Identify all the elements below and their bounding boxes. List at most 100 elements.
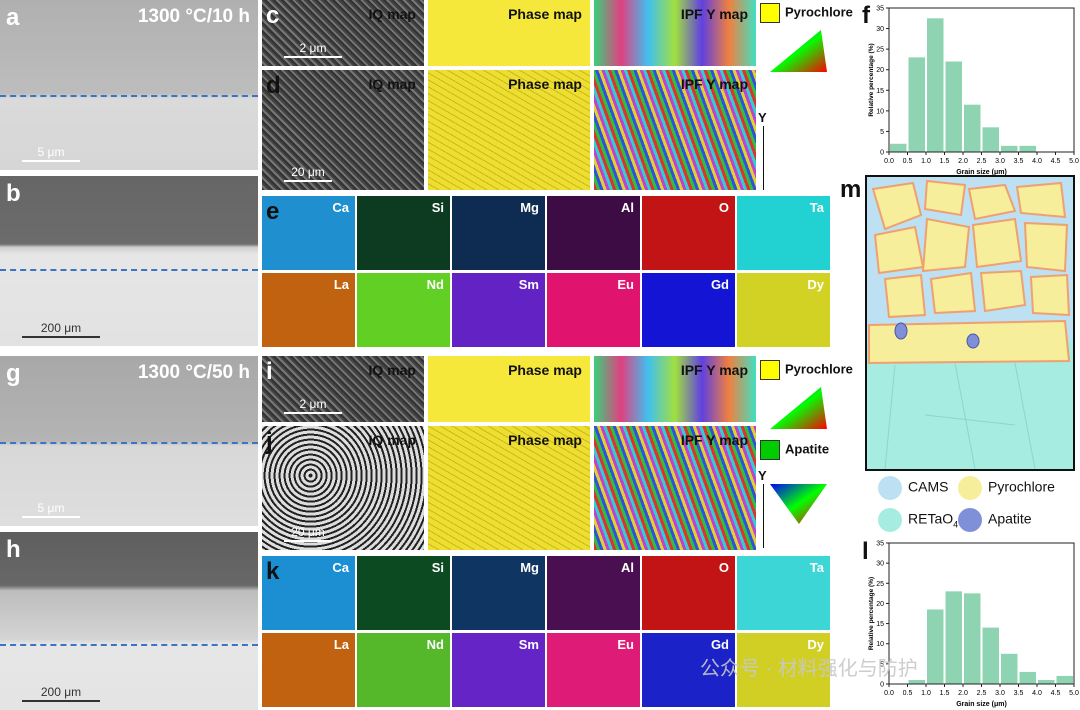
x-tick-label: 0.0 bbox=[884, 158, 894, 165]
element-label: Sm bbox=[518, 277, 539, 292]
bar bbox=[1038, 679, 1055, 684]
panel-label: f bbox=[862, 2, 870, 29]
y-tick-label: 0 bbox=[880, 150, 884, 157]
y-axis-label: Relative percentage (%) bbox=[868, 577, 875, 650]
panel-label: i bbox=[266, 358, 273, 385]
ipf-key bbox=[770, 30, 827, 72]
y-tick-label: 35 bbox=[876, 541, 884, 548]
scale-bar: 5 μm bbox=[22, 501, 80, 518]
x-tick-label: 0.0 bbox=[884, 690, 894, 697]
y-tick-label: 35 bbox=[876, 6, 884, 13]
bar bbox=[908, 57, 925, 152]
element-label: Sm bbox=[518, 637, 539, 652]
element-label: Eu bbox=[617, 277, 634, 292]
scale-bar: 5 μm bbox=[22, 145, 80, 162]
panel-label: b bbox=[6, 180, 21, 207]
eds-tile: Mg bbox=[452, 556, 545, 630]
bar bbox=[890, 143, 907, 152]
legend-swatch bbox=[878, 476, 902, 500]
sem-panel: b 200 μm bbox=[0, 176, 258, 346]
bar bbox=[982, 127, 999, 152]
bar bbox=[964, 593, 981, 684]
eds-tile: La bbox=[262, 633, 355, 707]
eds-tile: Mg bbox=[452, 196, 545, 270]
y-tick-label: 10 bbox=[876, 108, 884, 115]
bar bbox=[1001, 653, 1018, 684]
eds-tile: Ta bbox=[737, 556, 830, 630]
x-tick-label: 3.0 bbox=[995, 690, 1005, 697]
element-label: La bbox=[333, 277, 349, 292]
legend-item: RETaO4 bbox=[878, 508, 958, 532]
eds-tile: La bbox=[262, 273, 355, 347]
eds-tile: Eu bbox=[547, 633, 640, 707]
x-tick-label: 5.0 bbox=[1069, 158, 1079, 165]
legend-swatch bbox=[878, 508, 902, 532]
element-label: Si bbox=[431, 560, 444, 575]
x-tick-label: 1.0 bbox=[921, 158, 931, 165]
panel-label: e bbox=[266, 198, 280, 225]
x-tick-label: 2.0 bbox=[958, 690, 968, 697]
ebsd-map: IQ map j 20 μm bbox=[262, 426, 424, 550]
legend-subscript: 4 bbox=[953, 519, 959, 530]
x-tick-label: 4.0 bbox=[1032, 690, 1042, 697]
legend-item: Apatite bbox=[760, 440, 829, 460]
element-label: Dy bbox=[807, 277, 824, 292]
legend-swatch bbox=[958, 476, 982, 500]
bar bbox=[1056, 675, 1073, 684]
eds-tile: Gd bbox=[642, 273, 735, 347]
element-label: Eu bbox=[617, 637, 634, 652]
x-tick-label: 0.5 bbox=[903, 690, 913, 697]
element-label: Ta bbox=[809, 200, 824, 215]
eds-tile: Ca bbox=[262, 196, 355, 270]
legend-label: RETaO bbox=[908, 510, 954, 527]
map-title: IQ map bbox=[368, 76, 416, 92]
eds-tile: Al bbox=[547, 196, 640, 270]
x-axis-label: Grain size (μm) bbox=[956, 169, 1007, 176]
legend-item: Pyrochlore bbox=[760, 360, 853, 380]
panel-label: g bbox=[6, 360, 21, 387]
eds-tile: Si bbox=[357, 556, 450, 630]
x-tick-label: 1.5 bbox=[940, 158, 950, 165]
y-tick-label: 10 bbox=[876, 641, 884, 648]
ebsd-map: Phase map bbox=[428, 0, 590, 66]
ebsd-map: IPF Y map bbox=[594, 70, 756, 190]
panel-label: m bbox=[840, 176, 862, 203]
x-tick-label: 2.0 bbox=[958, 158, 968, 165]
map-title: IPF Y map bbox=[680, 362, 748, 378]
legend-swatch bbox=[760, 3, 780, 23]
ebsd-map: IQ map i 2 μm bbox=[262, 356, 424, 422]
ebsd-map: IQ map c 2 μm bbox=[262, 0, 424, 66]
eds-tile: Sm bbox=[452, 633, 545, 707]
map-title: Phase map bbox=[508, 6, 582, 22]
x-tick-label: 3.5 bbox=[1014, 690, 1024, 697]
eds-tile: O bbox=[642, 196, 735, 270]
element-label: La bbox=[333, 637, 349, 652]
ebsd-map: IPF Y map bbox=[594, 426, 756, 550]
sem-panel: h 200 μm bbox=[0, 532, 258, 710]
y-tick-label: 5 bbox=[880, 129, 884, 136]
legend-item: Pyrochlore bbox=[760, 3, 853, 23]
element-label: Mg bbox=[520, 200, 539, 215]
ebsd-map: Phase map bbox=[428, 426, 590, 550]
panel-label: k bbox=[266, 558, 280, 585]
axis-arrow bbox=[763, 484, 764, 548]
legend-label: Apatite bbox=[785, 441, 830, 457]
element-label: O bbox=[718, 560, 729, 575]
legend-label: Pyrochlore bbox=[785, 361, 853, 377]
element-label: Mg bbox=[520, 560, 539, 575]
legend-item: CAMS bbox=[878, 476, 948, 500]
map-title: IPF Y map bbox=[680, 432, 748, 448]
map-title: IPF Y map bbox=[680, 76, 748, 92]
bar bbox=[927, 18, 944, 152]
x-tick-label: 2.5 bbox=[977, 158, 987, 165]
bar bbox=[945, 591, 962, 684]
y-tick-label: 0 bbox=[880, 682, 884, 689]
element-label: Gd bbox=[710, 277, 729, 292]
x-tick-label: 3.5 bbox=[1014, 158, 1024, 165]
bar bbox=[964, 104, 981, 152]
panel-title: 1300 °C/50 h bbox=[137, 362, 250, 383]
x-axis-label: Grain size (μm) bbox=[956, 701, 1007, 708]
y-tick-label: 20 bbox=[876, 67, 884, 74]
eds-tile: Dy bbox=[737, 633, 830, 707]
eds-tile: Nd bbox=[357, 633, 450, 707]
